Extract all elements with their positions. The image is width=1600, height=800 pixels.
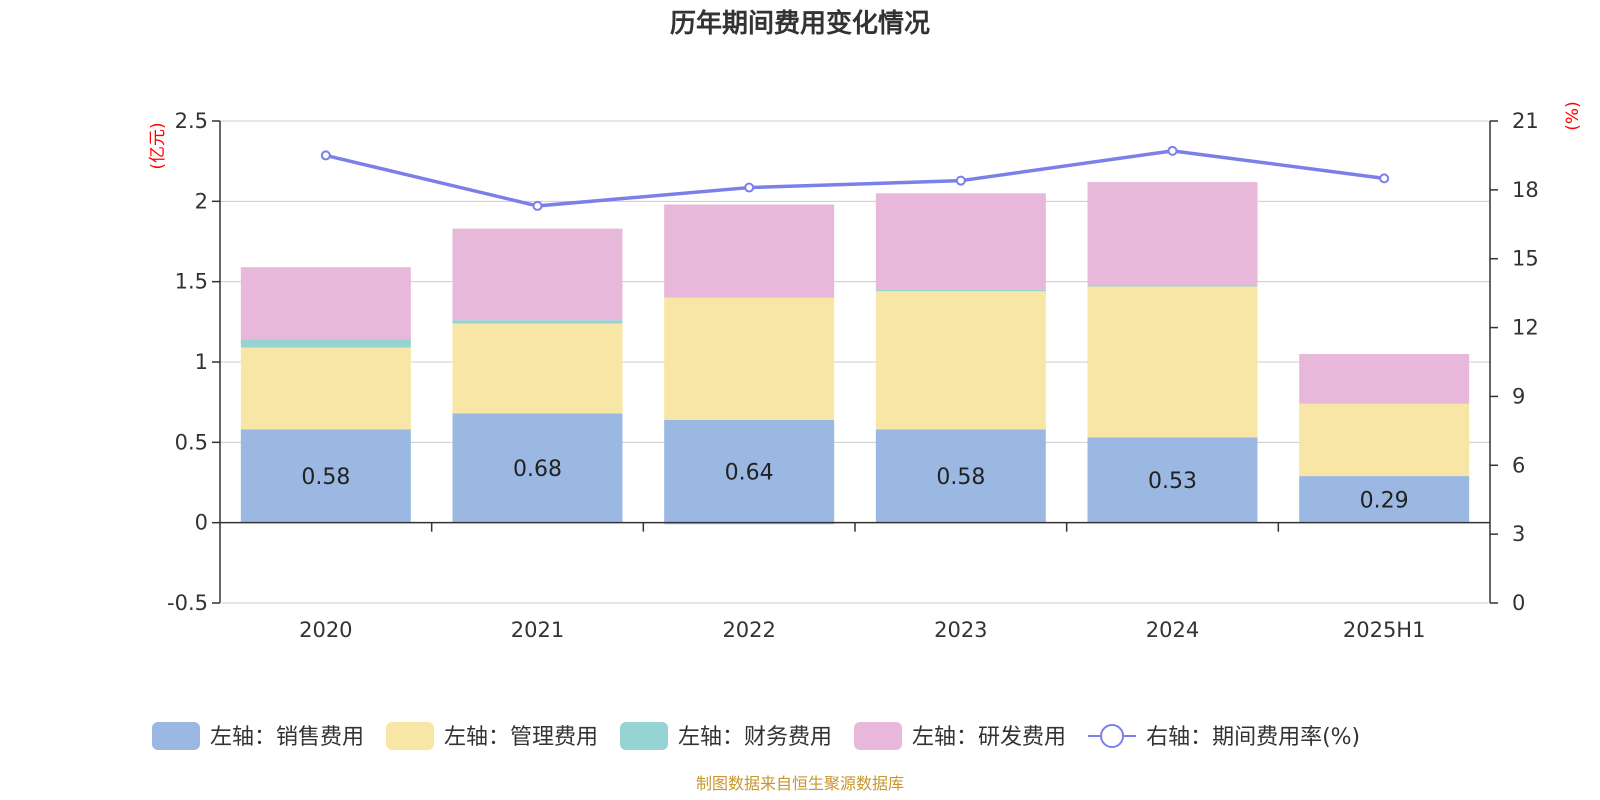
legend-label: 右轴：期间费用率(%) <box>1146 725 1360 750</box>
bar-value-label: 0.58 <box>301 465 350 490</box>
bar-segment <box>664 522 835 525</box>
left-tick-label: -0.5 <box>167 591 208 615</box>
legend-marker <box>1100 724 1125 748</box>
bar-segment <box>1087 284 1258 287</box>
bar-segment <box>240 267 411 340</box>
rate-point <box>1379 173 1390 184</box>
axes: -0.5 0 0.5 1 1.5 2 2.5 0 3 6 9 12 15 18 21 2020 2021 2022… <box>167 109 1539 642</box>
bar-segment <box>452 323 623 414</box>
right-tick-label: 21 <box>1512 109 1539 133</box>
right-tick-label: 18 <box>1512 178 1539 202</box>
left-tick-label: 1 <box>195 350 208 374</box>
x-tick-label: 2023 <box>934 618 987 642</box>
rate-line-path <box>325 149 1385 208</box>
legend-label: 左轴：财务费用 <box>678 725 832 750</box>
source-note: 制图数据来自恒生聚源数据库 <box>696 774 904 793</box>
right-axis-unit: (%) <box>1563 101 1583 130</box>
bar-segment <box>1087 437 1258 523</box>
legend-swatch <box>152 722 200 750</box>
bar-value-label: 0.53 <box>1148 469 1197 494</box>
rate-point <box>532 200 543 211</box>
rate-point <box>1167 145 1178 156</box>
bar-segment <box>875 289 1046 292</box>
left-axis-unit: (亿元) <box>148 122 168 169</box>
left-tick-label: 1.5 <box>175 270 208 294</box>
legend-swatch <box>386 722 435 750</box>
right-tick-label: 6 <box>1512 453 1525 477</box>
x-tick-label: 2024 <box>1146 618 1199 642</box>
x-tick-label: 2021 <box>511 618 564 642</box>
bar-segment <box>875 429 1046 523</box>
left-tick-label: 0.5 <box>175 430 208 454</box>
bar-value-label: 0.58 <box>936 465 985 490</box>
rate-line <box>320 145 1390 211</box>
bar-segment <box>240 347 411 430</box>
legend-swatch <box>620 722 669 750</box>
bar-value-label: 0.68 <box>513 457 562 482</box>
left-tick-label: 2.5 <box>175 109 208 133</box>
right-tick-label: 15 <box>1512 247 1539 271</box>
bar-segment <box>452 228 623 321</box>
x-tick-label: 2025H1 <box>1343 618 1426 642</box>
right-tick-label: 12 <box>1512 316 1539 340</box>
x-tick-label: 2022 <box>722 618 775 642</box>
bar-segment <box>1299 353 1470 404</box>
bar-segment <box>452 413 623 523</box>
rate-point <box>744 182 755 193</box>
bar-segment <box>452 320 623 324</box>
x-tick-label: 2020 <box>299 618 352 642</box>
bar-segment <box>664 204 835 298</box>
bar-segment <box>664 297 835 420</box>
legend: 左轴：销售费用 左轴：管理费用 左轴：财务费用 左轴：研发费用 右轴：期间费用率(%) <box>152 722 1360 750</box>
left-tick-label: 2 <box>195 189 208 213</box>
rate-point <box>955 175 966 186</box>
legend-swatch <box>854 722 903 750</box>
rate-point <box>320 150 331 161</box>
bar-segment <box>1087 286 1258 438</box>
bar-segment <box>1087 182 1258 285</box>
bar-segment <box>664 419 835 523</box>
right-tick-label: 0 <box>1512 591 1525 615</box>
bar-value-label: 0.64 <box>725 460 774 485</box>
legend-label: 左轴：销售费用 <box>210 725 364 750</box>
bar-segment <box>875 291 1046 430</box>
bar-segment <box>1299 476 1470 523</box>
legend-label: 左轴：管理费用 <box>444 725 598 750</box>
bar-segment <box>1299 403 1470 477</box>
bar-value-label: 0.29 <box>1360 488 1409 513</box>
bar-segment <box>875 193 1046 290</box>
right-tick-label: 3 <box>1512 522 1525 546</box>
legend-label: 左轴：研发费用 <box>912 725 1066 750</box>
bars <box>240 182 1470 525</box>
bar-segment <box>240 339 411 348</box>
bar-segment <box>240 429 411 523</box>
right-tick-label: 9 <box>1512 384 1525 408</box>
data-labels: 0.58 0.68 0.64 0.58 0.53 0.29 <box>301 457 1408 513</box>
chart-title: 历年期间费用变化情况 <box>670 8 930 39</box>
left-tick-label: 0 <box>195 511 208 535</box>
